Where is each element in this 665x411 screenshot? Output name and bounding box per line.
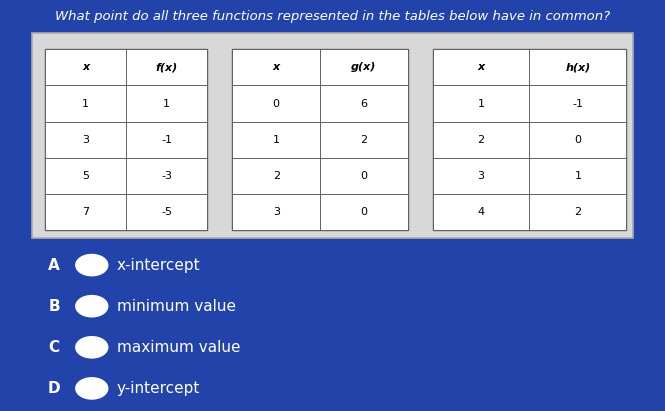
Bar — [432, 49, 529, 85]
Text: 0: 0 — [360, 207, 367, 217]
Bar — [45, 122, 126, 158]
Text: 0: 0 — [273, 99, 280, 109]
Text: 3: 3 — [273, 207, 280, 217]
Text: x: x — [477, 62, 485, 72]
Bar — [529, 49, 626, 85]
Circle shape — [76, 296, 108, 316]
Text: y-intercept: y-intercept — [117, 381, 200, 396]
Bar — [432, 122, 529, 158]
Text: 2: 2 — [273, 171, 280, 181]
Text: 7: 7 — [82, 207, 89, 217]
Bar — [320, 85, 408, 122]
Bar — [126, 158, 207, 194]
Text: 2: 2 — [575, 207, 581, 217]
Bar — [529, 158, 626, 194]
Bar — [45, 49, 126, 85]
Circle shape — [76, 378, 108, 399]
Text: minimum value: minimum value — [117, 299, 236, 314]
Bar — [126, 194, 207, 230]
Bar — [233, 158, 320, 194]
Text: 3: 3 — [477, 171, 485, 181]
Text: 2: 2 — [360, 135, 367, 145]
Bar — [432, 85, 529, 122]
Bar — [320, 194, 408, 230]
Text: What point do all three functions represented in the tables below have in common: What point do all three functions repres… — [55, 10, 610, 23]
Bar — [320, 49, 408, 85]
Bar — [529, 122, 626, 158]
Text: 6: 6 — [360, 99, 367, 109]
Text: 0: 0 — [575, 135, 581, 145]
Text: 4: 4 — [477, 207, 485, 217]
Bar — [432, 158, 529, 194]
Text: x-intercept: x-intercept — [117, 258, 200, 272]
Text: -1: -1 — [162, 135, 172, 145]
Text: B: B — [49, 299, 60, 314]
Bar — [529, 194, 626, 230]
Text: D: D — [48, 381, 61, 396]
Text: A: A — [49, 258, 60, 272]
Circle shape — [76, 337, 108, 358]
Bar — [233, 49, 320, 85]
Text: C: C — [49, 340, 60, 355]
Bar — [233, 122, 320, 158]
Text: 1: 1 — [273, 135, 280, 145]
Text: 5: 5 — [82, 171, 89, 181]
FancyBboxPatch shape — [33, 33, 632, 238]
Bar — [233, 85, 320, 122]
Bar — [529, 85, 626, 122]
Bar — [320, 158, 408, 194]
FancyBboxPatch shape — [233, 49, 408, 230]
Bar — [126, 49, 207, 85]
Bar — [320, 122, 408, 158]
Text: maximum value: maximum value — [117, 340, 240, 355]
Text: 0: 0 — [360, 171, 367, 181]
Bar — [432, 194, 529, 230]
Bar — [233, 194, 320, 230]
Text: 1: 1 — [477, 99, 485, 109]
FancyBboxPatch shape — [45, 49, 207, 230]
Text: -1: -1 — [573, 99, 583, 109]
FancyBboxPatch shape — [432, 49, 626, 230]
Text: h(x): h(x) — [565, 62, 591, 72]
Bar — [126, 85, 207, 122]
Bar — [45, 158, 126, 194]
Text: 2: 2 — [477, 135, 485, 145]
Text: f(x): f(x) — [156, 62, 178, 72]
Circle shape — [76, 255, 108, 275]
Bar — [126, 122, 207, 158]
Text: 3: 3 — [82, 135, 89, 145]
Bar — [45, 194, 126, 230]
Text: 1: 1 — [82, 99, 89, 109]
Text: x: x — [82, 62, 89, 72]
Text: -5: -5 — [162, 207, 172, 217]
Bar — [45, 85, 126, 122]
Text: g(x): g(x) — [351, 62, 376, 72]
Text: x: x — [273, 62, 280, 72]
Text: -3: -3 — [162, 171, 172, 181]
Text: 1: 1 — [575, 171, 581, 181]
Text: 1: 1 — [164, 99, 170, 109]
